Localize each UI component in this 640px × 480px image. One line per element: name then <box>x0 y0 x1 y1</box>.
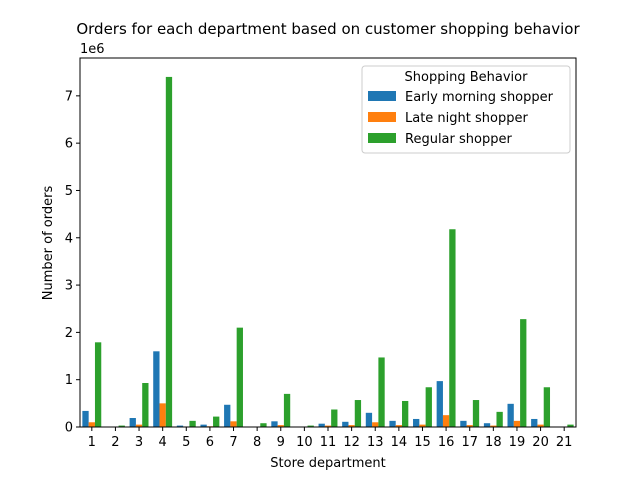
x-tick-label: 4 <box>159 435 167 450</box>
bar-regular-shopper-dept-10 <box>307 425 314 427</box>
x-tick-label: 9 <box>277 435 285 450</box>
y-tick-label: 2 <box>65 326 73 341</box>
x-tick-label: 2 <box>111 435 119 450</box>
x-tick-label: 1 <box>88 435 96 450</box>
bar-early-morning-shopper-dept-20 <box>531 418 538 427</box>
bar-early-morning-shopper-dept-4 <box>153 351 160 427</box>
bar-regular-shopper-dept-19 <box>520 319 527 427</box>
bar-regular-shopper-dept-16 <box>449 229 456 427</box>
bar-early-morning-shopper-dept-6 <box>200 424 207 427</box>
x-tick-label: 14 <box>391 435 408 450</box>
bar-late-night-shopper-dept-14 <box>395 425 403 427</box>
y-tick-label: 7 <box>65 89 73 104</box>
x-axis-label: Store department <box>270 456 385 471</box>
bar-regular-shopper-dept-15 <box>425 387 432 427</box>
y-tick-label: 4 <box>65 231 73 246</box>
bar-late-night-shopper-dept-18 <box>490 425 497 427</box>
y-tick-label: 6 <box>65 137 73 152</box>
bar-regular-shopper-dept-8 <box>260 423 267 427</box>
x-tick-label: 16 <box>438 435 455 450</box>
bar-late-night-shopper-dept-3 <box>135 424 143 427</box>
bar-late-night-shopper-dept-17 <box>466 425 473 427</box>
bar-regular-shopper-dept-2 <box>118 425 125 427</box>
x-tick-label: 21 <box>556 435 573 450</box>
bar-early-morning-shopper-dept-7 <box>224 404 231 427</box>
legend-swatch <box>368 112 396 122</box>
x-tick-label: 20 <box>532 435 549 450</box>
bar-early-morning-shopper-dept-15 <box>413 418 420 427</box>
y-tick-label: 5 <box>65 184 73 199</box>
bar-regular-shopper-dept-20 <box>543 387 551 427</box>
bar-early-morning-shopper-dept-5 <box>176 425 184 427</box>
x-tick-label: 8 <box>253 435 261 450</box>
y-axis-label: Number of orders <box>41 186 56 301</box>
x-tick-label: 3 <box>135 435 143 450</box>
bar-regular-shopper-dept-6 <box>213 416 220 427</box>
x-tick-label: 10 <box>296 435 313 450</box>
x-tick-label: 12 <box>343 435 360 450</box>
legend-entry-label: Early morning shopper <box>405 90 554 105</box>
legend-swatch <box>368 133 396 143</box>
x-tick-label: 5 <box>182 435 190 450</box>
bar-early-morning-shopper-dept-17 <box>460 420 467 427</box>
bar-early-morning-shopper-dept-3 <box>129 418 136 427</box>
bar-regular-shopper-dept-1 <box>94 342 102 427</box>
x-tick-label: 18 <box>485 435 502 450</box>
bar-late-night-shopper-dept-19 <box>513 420 521 427</box>
bar-regular-shopper-dept-7 <box>236 327 243 427</box>
x-tick-label: 11 <box>320 435 337 450</box>
bar-regular-shopper-dept-11 <box>331 409 338 427</box>
legend-box <box>361 65 571 154</box>
bar-regular-shopper-dept-9 <box>283 393 291 427</box>
legend-title: Shopping Behavior <box>405 70 529 85</box>
legend-entry-label: Late night shopper <box>405 111 528 126</box>
x-tick-label: 7 <box>229 435 237 450</box>
bar-early-morning-shopper-dept-14 <box>389 420 396 427</box>
x-tick-label: 17 <box>461 435 478 450</box>
x-tick-label: 6 <box>206 435 214 450</box>
bar-late-night-shopper-dept-13 <box>372 422 379 427</box>
y-tick-label: 0 <box>65 421 73 436</box>
legend-entry-label: Regular shopper <box>405 132 512 147</box>
bar-regular-shopper-dept-4 <box>165 76 173 428</box>
bar-early-morning-shopper-dept-13 <box>365 412 373 427</box>
bar-regular-shopper-dept-12 <box>354 400 362 427</box>
legend-swatch <box>368 91 396 101</box>
bar-early-morning-shopper-dept-19 <box>507 403 514 427</box>
bar-late-night-shopper-dept-16 <box>442 415 450 427</box>
bar-regular-shopper-dept-13 <box>378 357 385 427</box>
x-tick-label: 19 <box>509 435 526 450</box>
bar-early-morning-shopper-dept-9 <box>271 421 278 427</box>
legend: Shopping Behavior Early morning shopper La… <box>361 65 571 154</box>
bar-regular-shopper-dept-5 <box>189 420 196 427</box>
bar-late-night-shopper-dept-11 <box>324 425 332 427</box>
x-tick-label: 15 <box>414 435 431 450</box>
bar-late-night-shopper-dept-20 <box>537 424 544 427</box>
bar-early-morning-shopper-dept-16 <box>436 381 443 427</box>
bar-late-night-shopper-dept-1 <box>88 422 95 427</box>
bar-regular-shopper-dept-18 <box>496 411 503 427</box>
bar-late-night-shopper-dept-9 <box>277 425 284 427</box>
bar-early-morning-shopper-dept-18 <box>483 423 491 427</box>
x-tick-label: 13 <box>367 435 384 450</box>
plot-area: 1 2 3 4 5 6 7 8 9 10 11 12 13 14 15 16 17 18 19 20 210123456… <box>65 57 577 450</box>
bar-late-night-shopper-dept-15 <box>419 424 426 427</box>
bar-late-night-shopper-dept-7 <box>230 421 237 427</box>
y-tick-label: 1 <box>65 373 73 388</box>
y-tick-label: 3 <box>65 279 73 294</box>
chart-title: Orders for each department based on cust… <box>76 20 580 38</box>
y-axis-scale-label: 1e6 <box>80 42 105 57</box>
bar-early-morning-shopper-dept-12 <box>342 421 349 427</box>
bar-early-morning-shopper-dept-1 <box>82 410 89 427</box>
bar-early-morning-shopper-dept-11 <box>318 423 325 427</box>
bar-regular-shopper-dept-21 <box>567 424 574 427</box>
bar-regular-shopper-dept-3 <box>142 383 149 427</box>
bar-late-night-shopper-dept-4 <box>159 403 166 427</box>
bar-late-night-shopper-dept-12 <box>348 425 355 427</box>
bar-regular-shopper-dept-17 <box>472 400 480 427</box>
bar-regular-shopper-dept-14 <box>402 400 409 427</box>
